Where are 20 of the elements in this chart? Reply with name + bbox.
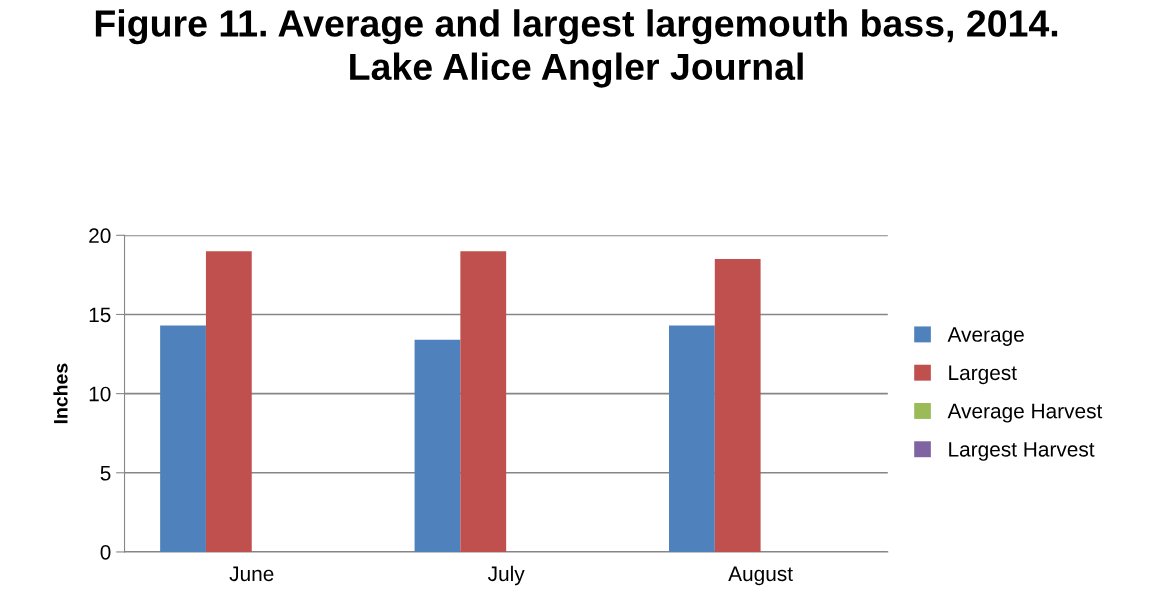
y-tick-label: 15: [89, 307, 111, 323]
chart-title: Figure 11. Average and largest largemouth bass, 2014. Lake Alice Angler Journal: [95, 9, 1058, 88]
legend-label: Average Harvest: [947, 403, 1103, 423]
y-tick-label: 20: [89, 228, 111, 244]
bar: [414, 339, 461, 552]
bar: [205, 251, 252, 552]
y-tick-label: 5: [100, 466, 111, 481]
bar: [669, 325, 715, 552]
legend-label: Average: [947, 327, 1024, 346]
x-tick-label: August: [728, 566, 793, 586]
legend-label: Largest Harvest: [949, 442, 1095, 461]
y-tick-label: 10: [89, 386, 111, 402]
x-tick-label: June: [229, 566, 274, 582]
y-tick-label: 0: [100, 544, 111, 560]
bar: [160, 325, 206, 552]
legend-label: Largest: [949, 365, 1017, 385]
bar: [460, 251, 507, 552]
y-axis-title: Inches: [53, 363, 68, 424]
x-tick-label: July: [487, 565, 525, 586]
bar: [714, 259, 761, 552]
